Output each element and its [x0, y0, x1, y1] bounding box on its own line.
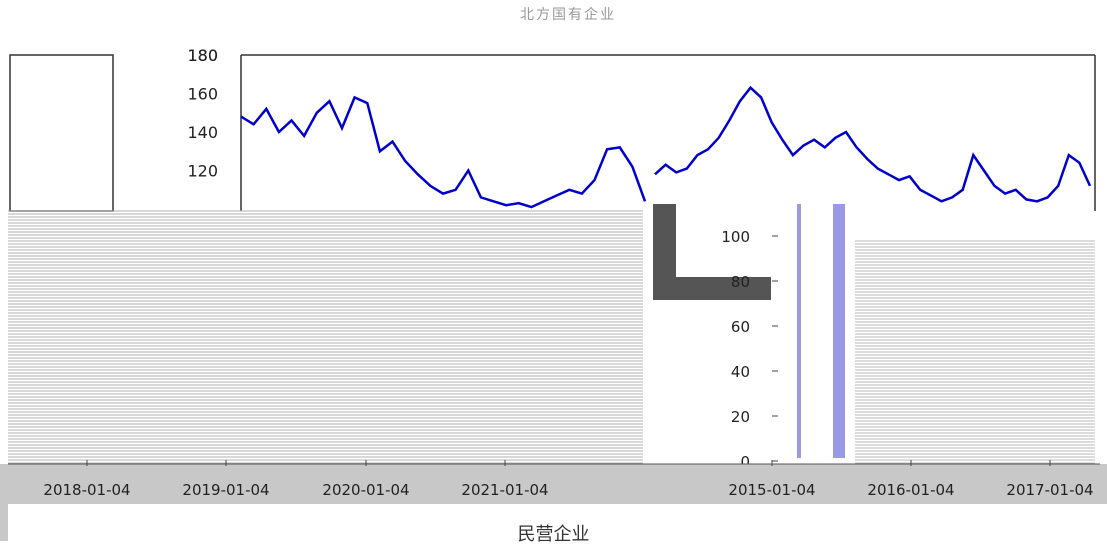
upper-y-tick-label: 180: [187, 46, 218, 65]
x-tick-label: 2021-01-04: [461, 481, 548, 499]
gray-scanline-band: [8, 210, 1095, 464]
dark-block-vertical: [653, 204, 676, 300]
x-tick-label: 2016-01-04: [867, 481, 954, 499]
x-axis-ticks-left: 2018-01-04 2019-01-04 2020-01-04 2021-01-04: [43, 460, 549, 499]
x-axis-ticks-right: 2015-01-04 2016-01-04 2017-01-04: [728, 460, 1094, 499]
upper-y-tick-label: 140: [187, 123, 218, 142]
lower-series-line-group: [654, 85, 1092, 203]
x-axis-bar-left-shadow: [0, 504, 8, 541]
lower-y-tick-label: 20: [731, 408, 750, 426]
dark-block-horizontal: [676, 277, 771, 300]
lower-y-tick-label: 100: [721, 228, 750, 246]
x-tick-label: 2015-01-04: [728, 481, 815, 499]
left-panel-outer-frame: [9, 54, 114, 212]
lower-y-tick-label: 40: [731, 363, 750, 381]
x-axis-title: 民营企业: [517, 524, 590, 545]
lower-inset-panel-bottom: [676, 300, 796, 464]
x-tick-label: 2019-01-04: [182, 481, 269, 499]
dark-block: [653, 204, 771, 300]
x-tick-label: 2017-01-04: [1006, 481, 1093, 499]
x-tick-label: 2018-01-04: [43, 481, 130, 499]
upper-series-line: [240, 95, 647, 209]
lower-y-axis: 0 20 40 60 80 100: [721, 228, 778, 471]
lower-y-tick-label: 80: [731, 273, 750, 291]
x-axis-bar: [0, 464, 1107, 504]
left-panel: [9, 54, 1096, 212]
lower-y-tick-label: 60: [731, 318, 750, 336]
lower-inset-panel: [676, 204, 796, 277]
lower-y-tick-label: 0: [740, 453, 750, 471]
lower-series-line: [654, 85, 1092, 203]
x-tick-label: 2020-01-04: [322, 481, 409, 499]
upper-y-tick-label: 180: [187, 46, 218, 65]
upper-series-line-group: [240, 95, 647, 209]
blue-vertical-stripes: [797, 204, 845, 458]
chart-title: 北方国有企业: [520, 7, 616, 23]
upper-y-tick-label: 120: [187, 162, 218, 181]
upper-y-tick-label: 160: [187, 85, 218, 104]
